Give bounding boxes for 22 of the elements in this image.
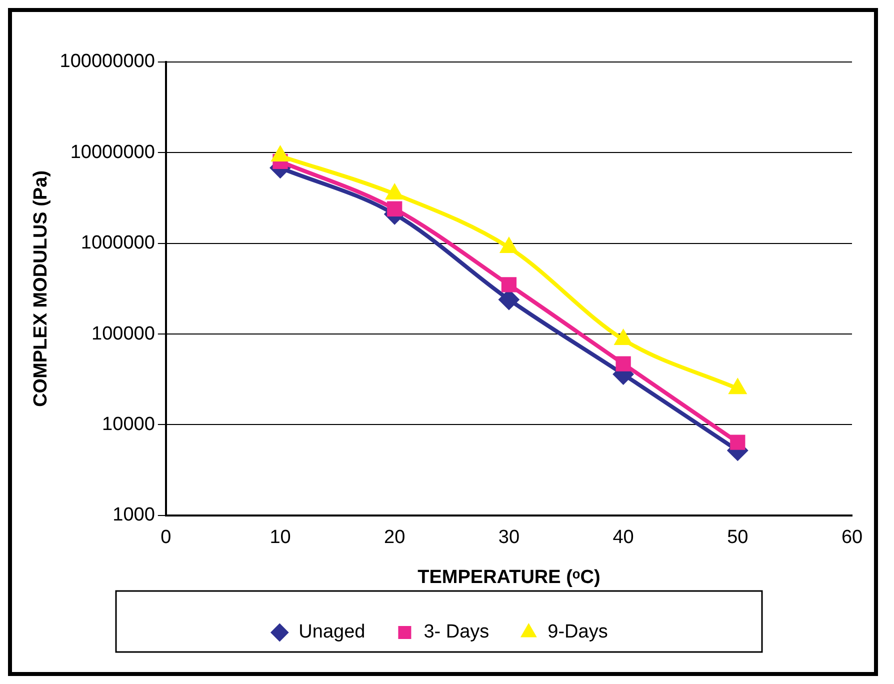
x-tick-label: 20 bbox=[384, 527, 406, 548]
y-tick-label: 10000000 bbox=[70, 142, 155, 163]
legend-label: 9-Days bbox=[548, 622, 608, 643]
y-axis-title: COMPLEX MODULUS (Pa) bbox=[30, 170, 52, 407]
x-tick-label: 60 bbox=[841, 527, 863, 548]
y-tick-label: 100000 bbox=[91, 323, 155, 344]
y-tick-label: 1000 bbox=[112, 504, 155, 526]
x-tick-label: 40 bbox=[612, 527, 634, 548]
point bbox=[387, 201, 402, 216]
point bbox=[501, 277, 517, 292]
legend-label: Unaged bbox=[298, 622, 366, 643]
x-axis-title: TEMPERATURE (ᵒC) bbox=[418, 566, 600, 588]
x-tick-label: 50 bbox=[727, 527, 748, 548]
point bbox=[730, 434, 746, 450]
point bbox=[616, 356, 631, 372]
y-tick-label: 100000000 bbox=[60, 51, 155, 72]
y-tick-label: 10000 bbox=[102, 414, 155, 435]
y-tick-label: 1000000 bbox=[80, 232, 155, 254]
x-tick-label: 0 bbox=[160, 527, 172, 548]
legend-label: 3- Days bbox=[424, 622, 490, 643]
x-tick-label: 30 bbox=[498, 527, 520, 548]
x-tick-label: 10 bbox=[270, 527, 291, 548]
